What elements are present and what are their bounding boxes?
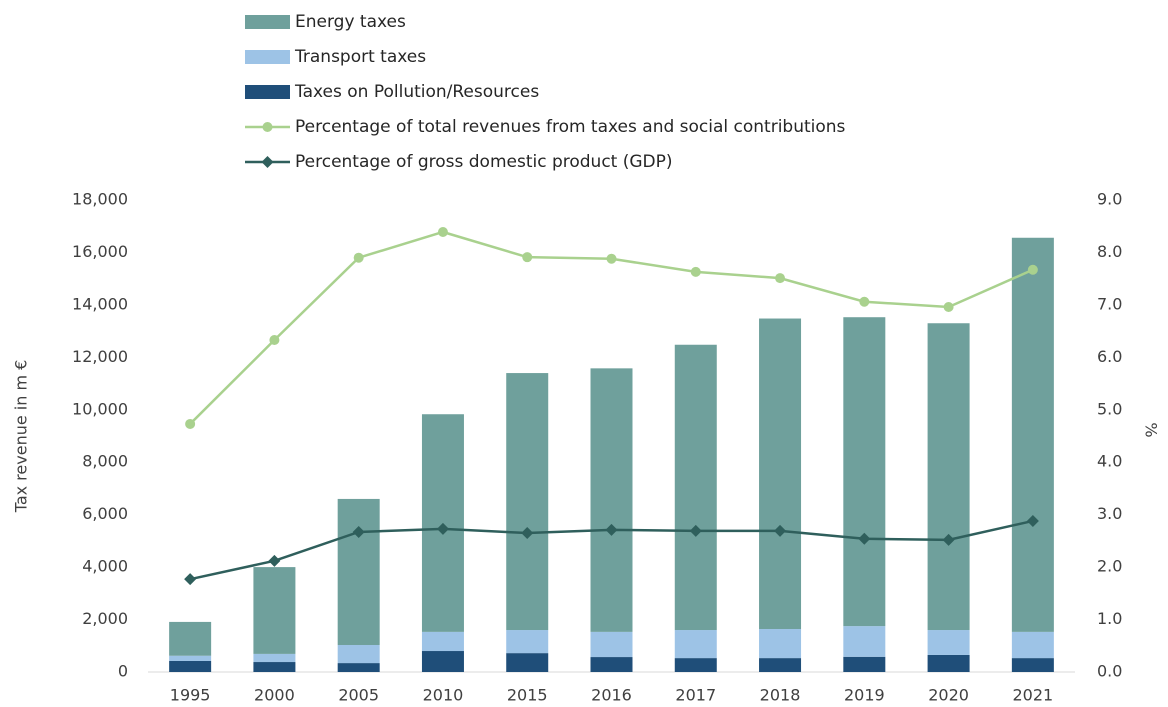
bar-segment bbox=[337, 498, 380, 645]
x-tick-label: 2015 bbox=[507, 686, 548, 705]
bar-segment bbox=[253, 653, 296, 663]
marker bbox=[269, 335, 280, 346]
marker bbox=[858, 532, 871, 545]
legend-label: Percentage of total revenues from taxes … bbox=[295, 117, 846, 137]
x-tick-label: 2005 bbox=[338, 686, 379, 705]
x-tick-label: 2019 bbox=[844, 686, 885, 705]
x-tick-label: 2020 bbox=[928, 686, 969, 705]
bar-segment bbox=[169, 655, 212, 661]
y-tick-label: 18,000 bbox=[72, 190, 128, 209]
marker bbox=[942, 533, 955, 546]
bar-segment bbox=[421, 631, 464, 652]
y-tick-label: 10,000 bbox=[72, 399, 128, 418]
y-tick-label: 6,000 bbox=[82, 504, 128, 523]
marker bbox=[1027, 264, 1038, 275]
legend-label: Taxes on Pollution/Resources bbox=[294, 82, 539, 102]
bar-segment bbox=[506, 630, 549, 654]
legend-marker bbox=[262, 122, 273, 132]
legend-label: Transport taxes bbox=[294, 47, 426, 67]
bar-segment bbox=[590, 657, 633, 672]
x-tick-label: 2018 bbox=[760, 686, 801, 705]
marker bbox=[521, 527, 534, 540]
bar-segment bbox=[421, 651, 464, 672]
x-tick-label: 2016 bbox=[591, 686, 632, 705]
y2-tick-label: 4.0 bbox=[1097, 452, 1122, 471]
legend-marker bbox=[261, 156, 274, 168]
x-tick-label: 2017 bbox=[675, 686, 716, 705]
marker bbox=[185, 418, 196, 429]
bar-segment bbox=[590, 631, 633, 658]
marker bbox=[353, 252, 364, 263]
y-tick-label: 12,000 bbox=[72, 347, 128, 366]
y-axis-label: Tax revenue in m € bbox=[12, 360, 31, 514]
bar-segment bbox=[674, 630, 717, 659]
y2-axis-label: % bbox=[1142, 422, 1161, 437]
bar-segment bbox=[759, 318, 802, 629]
marker bbox=[690, 266, 701, 277]
bar-segment bbox=[253, 567, 296, 654]
y-tick-label: 16,000 bbox=[72, 242, 128, 261]
x-tick-label: 2010 bbox=[423, 686, 464, 705]
bar-segment bbox=[674, 658, 717, 672]
x-tick-label: 1995 bbox=[170, 686, 211, 705]
bar-segment bbox=[337, 663, 380, 672]
legend-label: Percentage of gross domestic product (GD… bbox=[295, 152, 673, 172]
bar-segment bbox=[337, 644, 380, 664]
bar-segment bbox=[759, 658, 802, 672]
marker bbox=[774, 524, 787, 537]
y-tick-label: 2,000 bbox=[82, 609, 128, 628]
bar-segment bbox=[843, 656, 886, 672]
bar-segment bbox=[590, 368, 633, 632]
marker bbox=[436, 522, 449, 535]
bar-segment bbox=[506, 373, 549, 631]
legend-swatch bbox=[245, 50, 290, 64]
legend-label: Energy taxes bbox=[295, 12, 406, 32]
marker bbox=[859, 296, 870, 307]
marker bbox=[184, 573, 197, 586]
bar-segment bbox=[1011, 237, 1054, 632]
marker bbox=[522, 252, 533, 263]
y2-tick-label: 3.0 bbox=[1097, 504, 1122, 523]
x-tick-label: 2021 bbox=[1013, 686, 1054, 705]
marker bbox=[352, 525, 365, 538]
y-tick-label: 0 bbox=[118, 662, 128, 681]
bar-segment bbox=[843, 626, 886, 657]
bar-segment bbox=[506, 653, 549, 672]
bar-segment bbox=[1011, 658, 1054, 672]
marker bbox=[943, 301, 954, 312]
bar-segment bbox=[927, 630, 970, 655]
bar-segment bbox=[927, 323, 970, 631]
y2-tick-label: 0.0 bbox=[1097, 662, 1122, 681]
y-tick-label: 4,000 bbox=[82, 557, 128, 576]
y2-tick-label: 2.0 bbox=[1097, 557, 1122, 576]
marker bbox=[268, 554, 281, 567]
bar-segment bbox=[674, 344, 717, 631]
legend-swatch bbox=[245, 85, 290, 99]
bar-segment bbox=[1011, 631, 1054, 659]
marker bbox=[606, 253, 617, 264]
y2-tick-label: 1.0 bbox=[1097, 609, 1122, 628]
y2-tick-label: 8.0 bbox=[1097, 242, 1122, 261]
x-tick-label: 2000 bbox=[254, 686, 295, 705]
marker bbox=[437, 226, 448, 237]
bar-segment bbox=[169, 621, 212, 656]
bar-segment bbox=[169, 660, 212, 672]
bar-segment bbox=[759, 628, 802, 659]
bar-segment bbox=[927, 654, 970, 672]
marker bbox=[775, 273, 786, 284]
marker bbox=[1026, 514, 1039, 527]
y2-tick-label: 7.0 bbox=[1097, 294, 1122, 313]
marker bbox=[605, 523, 618, 536]
y-tick-label: 8,000 bbox=[82, 452, 128, 471]
y-tick-label: 14,000 bbox=[72, 294, 128, 313]
y2-tick-label: 5.0 bbox=[1097, 399, 1122, 418]
y2-tick-label: 6.0 bbox=[1097, 347, 1122, 366]
bar-segment bbox=[253, 662, 296, 672]
bar-segment bbox=[843, 317, 886, 627]
marker bbox=[689, 524, 702, 537]
legend-swatch bbox=[245, 15, 290, 29]
y2-tick-label: 9.0 bbox=[1097, 190, 1122, 209]
